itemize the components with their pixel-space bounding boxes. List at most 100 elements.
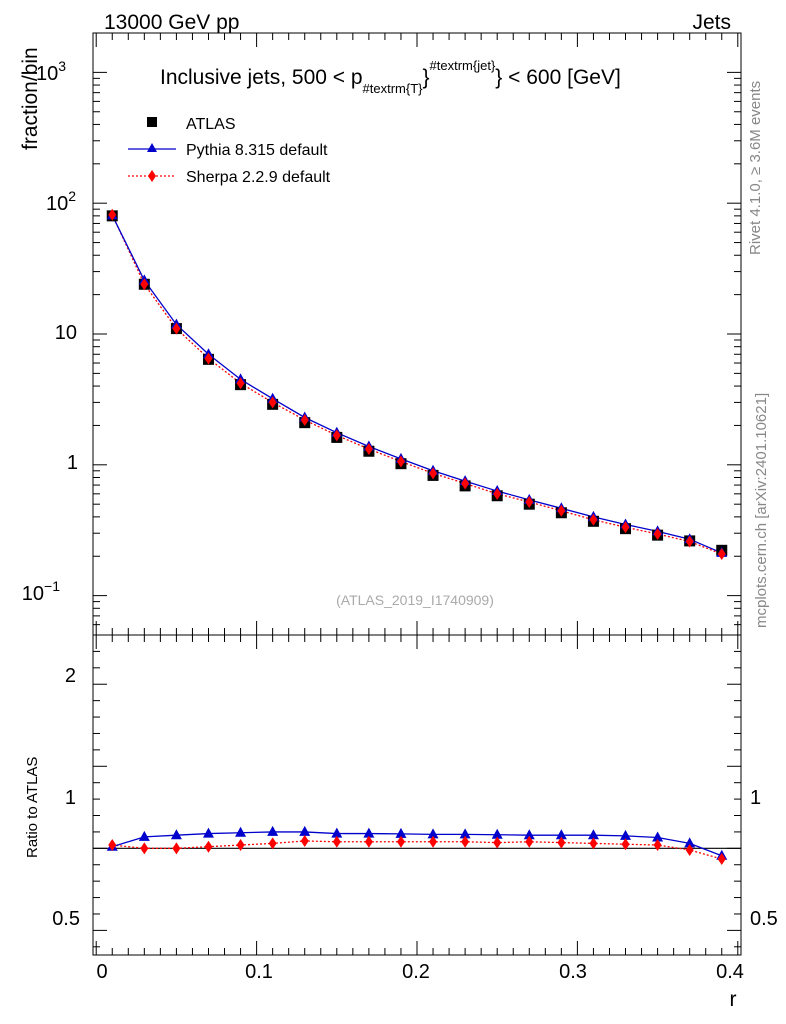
sherpa-ratio-point — [236, 839, 245, 852]
sherpa-point — [204, 352, 213, 365]
rivet-version-label: Rivet 4.1.0, ≥ 3.6M events — [747, 81, 764, 255]
y-tick-1000-exp: 3 — [58, 58, 66, 74]
pythia-ratio-line — [112, 831, 722, 857]
legend-marker-pythia — [147, 143, 157, 152]
y-tick-1000-base: 10 — [36, 63, 58, 85]
y-axis-label: fraction/bin — [19, 47, 42, 150]
legend: ATLAS Pythia 8.315 default Sherpa 2.2.9 … — [128, 116, 331, 186]
pythia-ratio-point — [202, 827, 214, 838]
pythia-ratio-point — [427, 828, 439, 839]
sherpa-ratio-point — [717, 853, 726, 865]
sherpa-ratio-point — [204, 840, 213, 853]
y-tick-100-base: 10 — [46, 193, 68, 215]
sherpa-point — [268, 396, 277, 409]
pythia-line — [111, 215, 723, 554]
y-tick-label-100: 102 — [46, 188, 76, 215]
sherpa-point — [685, 535, 694, 548]
ratio-plot-frame — [92, 634, 742, 956]
ratio-tick-label-0.5: 0.5 — [52, 908, 80, 930]
sherpa-ratio-point — [396, 835, 405, 848]
sherpa-ratio-line — [112, 840, 722, 860]
sherpa-ratio-point — [653, 839, 662, 852]
sherpa-point — [300, 414, 309, 427]
sherpa-point — [653, 527, 662, 540]
analysis-id-label: (ATLAS_2019_I1740909) — [336, 592, 494, 608]
y-tick-label-0.1: 10−1 — [22, 578, 60, 605]
pythia-ratio-point — [620, 829, 632, 840]
sherpa-ratio-point — [332, 835, 341, 848]
collision-label: 13000 GeV pp — [104, 11, 239, 34]
sherpa-line — [111, 214, 722, 555]
sherpa-point — [589, 513, 598, 526]
legend-marker-atlas — [147, 117, 157, 127]
chart-title-end: } < 600 [GeV] — [495, 66, 621, 89]
pythia-ratio-point — [587, 829, 599, 840]
sherpa-point — [172, 322, 181, 335]
sherpa-ratio-point — [364, 835, 373, 848]
ratio-tick-label-2: 2 — [65, 665, 76, 687]
pythia-ratio-point — [363, 827, 375, 838]
sherpa-ratio-point — [493, 836, 502, 849]
sherpa-point — [461, 477, 470, 490]
sherpa-ratio-point — [461, 835, 470, 848]
chart-title-subscript: #textrm{T} — [363, 81, 424, 96]
pythia-ratio-point — [523, 829, 535, 840]
sherpa-ratio-point — [525, 835, 534, 848]
sherpa-point — [396, 455, 405, 468]
sherpa-point — [429, 467, 438, 480]
pythia-ratio-point — [170, 829, 182, 840]
x-tick-label-0.4: 0.4 — [716, 961, 744, 983]
mcplots-reference-label: mcplots.cern.ch [arXiv:2401.10621] — [753, 393, 770, 628]
sherpa-point — [717, 548, 726, 561]
x-tick-label-0.3: 0.3 — [559, 961, 587, 983]
sherpa-ratio-point — [685, 843, 694, 856]
y-tick-100-exp: 2 — [68, 188, 76, 204]
x-axis-label: r — [730, 988, 737, 1011]
pythia-ratio-point — [235, 826, 247, 837]
ratio-tick-label-1: 1 — [65, 787, 76, 809]
y-tick-label-1: 1 — [67, 452, 78, 474]
chart-title-brace: } — [423, 66, 430, 89]
pythia-ratio-point — [491, 828, 503, 839]
legend-label-pythia: Pythia 8.315 default — [186, 142, 328, 159]
data-series — [93, 208, 741, 865]
chart-title: Inclusive jets, 500 < p#textrm{T}}#textr… — [160, 58, 621, 96]
y-tick-0.1-exp: −1 — [44, 578, 60, 594]
sherpa-ratio-point — [300, 834, 309, 847]
pythia-ratio-point — [138, 830, 150, 841]
y-tick-label-1000: 103 — [36, 58, 66, 85]
sherpa-point — [236, 377, 245, 390]
sherpa-ratio-point — [557, 836, 566, 849]
legend-marker-sherpa — [148, 170, 156, 182]
y-tick-label-10: 10 — [55, 322, 77, 344]
pythia-ratio-point — [395, 827, 407, 838]
pythia-ratio-point — [652, 831, 664, 842]
ratio-tick-label-right-1: 1 — [750, 787, 761, 809]
pythia-ratio-point — [555, 829, 567, 840]
ratio-tick-label-right-0.5: 0.5 — [750, 908, 778, 930]
sherpa-point — [621, 521, 630, 534]
x-tick-label-0.1: 0.1 — [245, 961, 273, 983]
legend-label-atlas: ATLAS — [186, 116, 236, 133]
sherpa-ratio-point — [172, 842, 181, 855]
x-tick-label-0.2: 0.2 — [402, 961, 430, 983]
x-tick-label-0: 0 — [96, 961, 107, 983]
sherpa-ratio-point — [621, 838, 630, 851]
pythia-ratio-point — [684, 837, 696, 848]
pythia-ratio-point — [267, 825, 279, 836]
pythia-ratio-point — [331, 827, 343, 838]
axis-ticks — [93, 32, 741, 955]
process-label: Jets — [692, 11, 731, 34]
pythia-ratio-point — [459, 828, 471, 839]
sherpa-point — [557, 504, 566, 517]
sherpa-point — [493, 487, 502, 500]
sherpa-ratio-point — [429, 835, 438, 848]
legend-label-sherpa: Sherpa 2.2.9 default — [186, 169, 331, 186]
sherpa-ratio-point — [140, 842, 149, 855]
sherpa-ratio-point — [589, 837, 598, 850]
sherpa-point — [108, 208, 117, 221]
sherpa-point — [332, 429, 341, 442]
ratio-y-axis-label: Ratio to ATLAS — [24, 757, 41, 858]
sherpa-ratio-point — [268, 837, 277, 850]
